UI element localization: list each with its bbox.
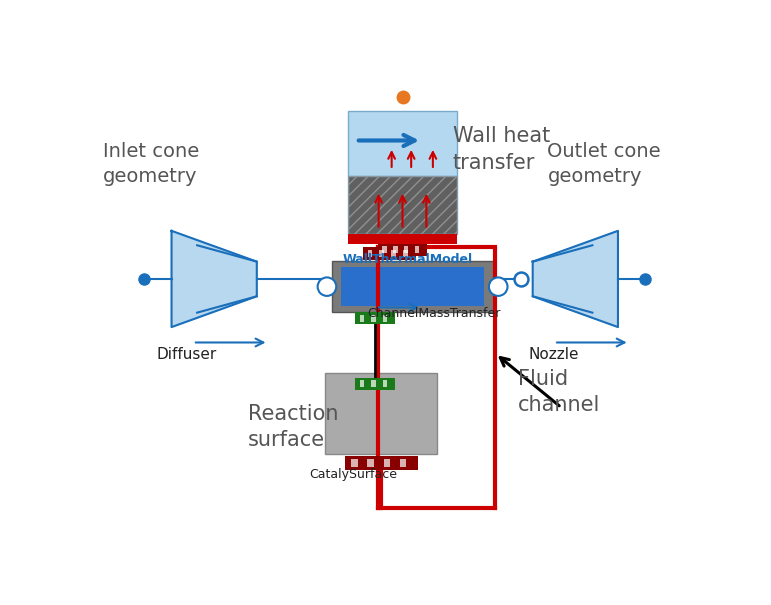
Circle shape bbox=[489, 278, 507, 296]
Text: WallThermalModel: WallThermalModel bbox=[343, 253, 473, 266]
Text: Reaction
surface: Reaction surface bbox=[247, 404, 338, 450]
Bar bbox=[415, 246, 419, 253]
Bar bbox=[360, 315, 365, 322]
Bar bbox=[393, 246, 398, 253]
Bar bbox=[383, 381, 387, 387]
Bar bbox=[355, 378, 396, 390]
Bar bbox=[384, 459, 390, 467]
Text: Wall heat
transfer: Wall heat transfer bbox=[453, 126, 550, 173]
Bar bbox=[355, 312, 396, 324]
Text: Outlet cone
geometry: Outlet cone geometry bbox=[547, 142, 661, 186]
Polygon shape bbox=[172, 231, 257, 327]
Text: Nozzle: Nozzle bbox=[529, 347, 579, 362]
Bar bbox=[404, 246, 409, 253]
Text: Inlet cone
geometry: Inlet cone geometry bbox=[103, 142, 199, 186]
Bar bbox=[341, 267, 484, 306]
Bar bbox=[348, 234, 456, 244]
Bar bbox=[403, 250, 408, 257]
Bar bbox=[360, 381, 365, 387]
Bar bbox=[400, 459, 406, 467]
Bar bbox=[363, 247, 416, 261]
Bar bbox=[368, 459, 374, 467]
Bar bbox=[379, 250, 384, 257]
Bar bbox=[372, 381, 376, 387]
Text: Diffuser: Diffuser bbox=[156, 347, 217, 362]
Text: ChannelMassTransfer: ChannelMassTransfer bbox=[368, 307, 501, 321]
Bar bbox=[325, 373, 437, 454]
Bar bbox=[348, 177, 456, 234]
Bar bbox=[391, 250, 396, 257]
Bar bbox=[383, 315, 387, 322]
Polygon shape bbox=[533, 231, 618, 327]
Bar bbox=[348, 177, 456, 234]
Bar bbox=[345, 456, 418, 470]
Bar bbox=[382, 246, 387, 253]
Circle shape bbox=[318, 278, 336, 296]
Bar bbox=[378, 244, 427, 256]
Bar bbox=[348, 111, 456, 177]
Text: Fluid
channel: Fluid channel bbox=[518, 369, 601, 416]
Bar bbox=[372, 315, 376, 322]
Bar bbox=[332, 261, 493, 312]
Bar bbox=[368, 250, 372, 257]
Bar bbox=[351, 459, 358, 467]
Text: CatalySurface: CatalySurface bbox=[309, 468, 398, 482]
